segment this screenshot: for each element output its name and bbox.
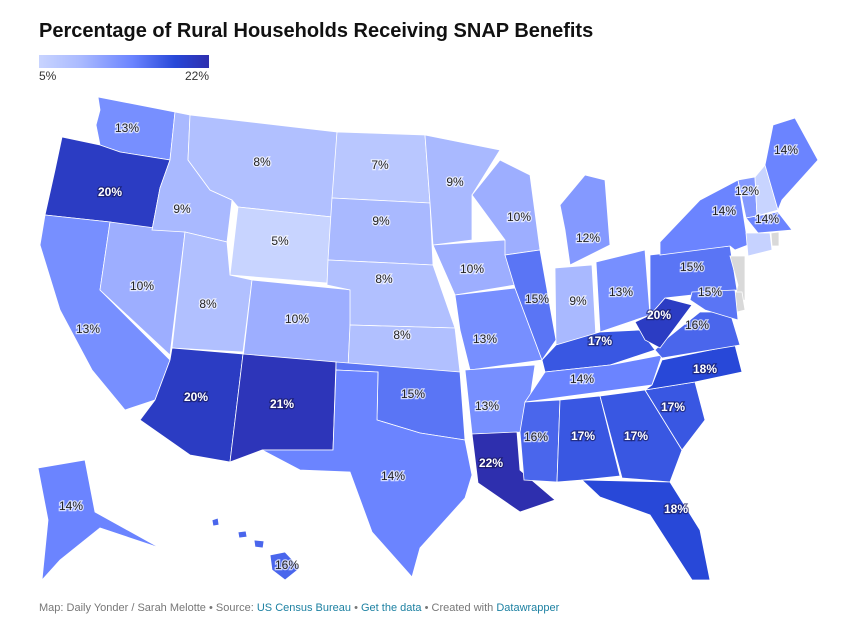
- state-label-maryland: 15%: [698, 285, 722, 299]
- state-label-utah: 8%: [199, 297, 217, 311]
- state-label-mississippi: 16%: [524, 430, 548, 444]
- state-label-ohio: 13%: [609, 285, 633, 299]
- state-label-kentucky: 17%: [588, 334, 612, 348]
- state-connecticut[interactable]: [745, 232, 773, 257]
- footer-created: • Created with: [421, 602, 497, 614]
- state-tennessee[interactable]: [524, 354, 663, 403]
- datawrapper-link[interactable]: Datawrapper: [496, 602, 560, 614]
- state-label-west-virginia: 20%: [647, 308, 671, 322]
- state-label-nevada: 10%: [130, 279, 154, 293]
- state-label-indiana: 9%: [569, 294, 587, 308]
- state-hawaii[interactable]: [253, 539, 265, 549]
- state-label-texas: 14%: [381, 469, 405, 483]
- state-label-idaho: 9%: [173, 202, 191, 216]
- state-georgia[interactable]: [599, 389, 683, 483]
- state-michigan[interactable]: [559, 174, 611, 266]
- state-label-north-carolina: 18%: [693, 362, 717, 376]
- state-label-vermont: 12%: [735, 184, 759, 198]
- state-south-dakota[interactable]: [327, 197, 434, 266]
- state-label-montana: 8%: [253, 155, 271, 169]
- state-north-carolina[interactable]: [644, 344, 743, 391]
- state-label-wyoming: 5%: [271, 234, 289, 248]
- state-maryland[interactable]: [689, 289, 739, 321]
- state-label-south-carolina: 17%: [661, 400, 685, 414]
- state-label-virginia: 16%: [685, 318, 709, 332]
- color-legend: 5% 22%: [39, 55, 209, 83]
- state-label-iowa: 10%: [460, 262, 484, 276]
- state-hawaii[interactable]: [211, 517, 220, 527]
- state-hawaii[interactable]: [237, 530, 248, 539]
- state-massachusetts[interactable]: [745, 211, 793, 234]
- footer-sep: •: [351, 602, 361, 614]
- state-label-arkansas: 13%: [475, 399, 499, 413]
- footer: Map: Daily Yonder / Sarah Melotte • Sour…: [39, 602, 559, 614]
- footer-credit: Map: Daily Yonder / Sarah Melotte • Sour…: [39, 602, 257, 614]
- get-data-link[interactable]: Get the data: [361, 602, 422, 614]
- state-louisiana[interactable]: [471, 431, 556, 513]
- state-label-missouri: 13%: [473, 332, 497, 346]
- state-label-alaska: 14%: [59, 499, 83, 513]
- state-label-wisconsin: 10%: [507, 210, 531, 224]
- map-title: Percentage of Rural Households Receiving…: [39, 20, 594, 42]
- state-label-tennessee: 14%: [570, 372, 594, 386]
- state-label-washington: 13%: [115, 121, 139, 135]
- state-missouri[interactable]: [454, 287, 543, 371]
- state-label-louisiana: 22%: [479, 456, 503, 470]
- state-label-north-dakota: 7%: [371, 158, 389, 172]
- state-new-york[interactable]: [659, 179, 749, 256]
- state-maine[interactable]: [764, 117, 819, 212]
- state-label-oklahoma: 15%: [401, 387, 425, 401]
- legend-max: 22%: [184, 69, 209, 83]
- state-label-maine: 14%: [774, 143, 798, 157]
- state-label-nebraska: 8%: [375, 272, 393, 286]
- state-label-alabama: 17%: [571, 429, 595, 443]
- state-label-illinois: 15%: [525, 292, 549, 306]
- state-label-kansas: 8%: [393, 328, 411, 342]
- state-illinois[interactable]: [504, 249, 557, 361]
- source-link[interactable]: US Census Bureau: [256, 602, 352, 614]
- state-label-minnesota: 9%: [446, 175, 464, 189]
- state-texas[interactable]: [261, 369, 473, 578]
- state-label-georgia: 17%: [624, 429, 648, 443]
- state-alabama[interactable]: [556, 395, 621, 483]
- state-label-hawaii: 16%: [275, 558, 299, 572]
- state-rhode-island[interactable]: [770, 231, 780, 247]
- state-label-pennsylvania: 15%: [680, 260, 704, 274]
- state-minnesota[interactable]: [424, 134, 501, 246]
- legend-min: 5%: [39, 69, 57, 83]
- state-label-south-dakota: 9%: [372, 214, 390, 228]
- state-florida[interactable]: [580, 479, 711, 581]
- state-hawaii[interactable]: [269, 551, 301, 581]
- state-label-arizona: 20%: [184, 390, 208, 404]
- legend-gradient: [39, 55, 209, 68]
- state-mississippi[interactable]: [519, 399, 561, 483]
- state-label-michigan: 12%: [576, 231, 600, 245]
- state-label-massachusetts: 14%: [755, 212, 779, 226]
- state-label-new-mexico: 21%: [270, 397, 294, 411]
- state-label-florida: 18%: [664, 502, 688, 516]
- state-alaska[interactable]: [37, 459, 161, 582]
- state-label-new-york: 14%: [712, 204, 736, 218]
- state-label-colorado: 10%: [285, 312, 309, 326]
- state-label-california: 13%: [76, 322, 100, 336]
- state-label-oregon: 20%: [98, 185, 122, 199]
